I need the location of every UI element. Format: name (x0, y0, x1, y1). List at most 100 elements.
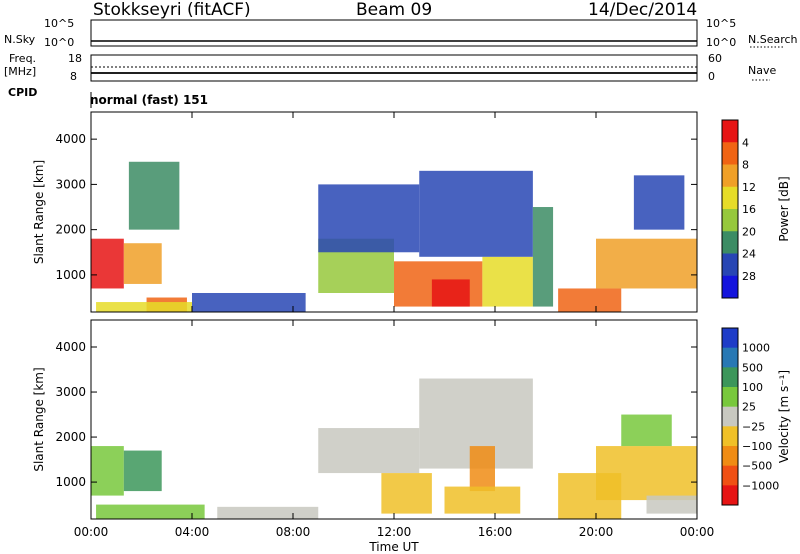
x-axis-label: Time UT (368, 540, 419, 554)
data-region-9 (431, 279, 470, 307)
colorbar-tick-label: 4 (742, 136, 749, 149)
colorbar-tick-label: 20 (742, 225, 756, 238)
colorbar-swatch (722, 465, 738, 486)
data-region-12 (646, 495, 697, 514)
x-tick-label: 20:00 (579, 525, 614, 539)
colorbar-tick-label: −25 (742, 420, 765, 433)
colorbar-tick-label: −100 (742, 440, 772, 453)
date-title: 14/Dec/2014 (588, 0, 698, 20)
nsky-label: N.Sky (4, 33, 36, 46)
y-tick-label: 4000 (55, 340, 86, 354)
x-tick-label: 04:00 (175, 525, 210, 539)
data-region-1 (123, 450, 162, 492)
data-region-0 (91, 238, 124, 289)
y-tick-label: 2000 (55, 223, 86, 237)
colorbar-swatch (722, 275, 738, 299)
data-region-14 (596, 238, 697, 289)
colorbar-swatch (722, 347, 738, 368)
colorbar-tick-label: 28 (742, 270, 756, 283)
power-panel: 1000 2000 3000 4000 Slant Range [km] 4 8 12 16 20… (32, 111, 791, 313)
colorbar-swatch (722, 209, 738, 232)
data-region-4 (318, 428, 420, 474)
data-region-5 (128, 161, 180, 230)
freq-strip-frame (90, 54, 698, 82)
data-region-10 (596, 446, 697, 501)
colorbar-frame (721, 327, 739, 506)
colorbar-swatch (722, 120, 738, 143)
colorbar-tick-label: 100 (742, 381, 763, 394)
colorbar-swatch (722, 328, 738, 349)
nsky-strip-frame (90, 19, 698, 47)
y-tick-label: 4000 (55, 132, 86, 146)
colorbar-swatch (722, 142, 738, 165)
beam-title: Beam 09 (356, 0, 433, 20)
freq-unit: [MHz] (4, 65, 37, 78)
colorbar-tick-label: 25 (742, 401, 756, 414)
colorbar-tick-label: 1000 (742, 342, 770, 355)
colorbar-label: Power [dB] (777, 176, 791, 241)
x-tick-label: 00:00 (680, 525, 715, 539)
x-tick-label: 00:00 (74, 525, 109, 539)
data-region-0 (91, 446, 124, 496)
freq-label: Freq. (9, 52, 37, 65)
nave-tick-top: 60 (708, 52, 722, 65)
time-axis: 00:00 04:00 08:00 12:00 16:00 20:00 00:00 Time … (74, 525, 715, 554)
colorbar-swatch (722, 446, 738, 467)
x-tick-label: 08:00 (276, 525, 311, 539)
nave-tick-bottom: 0 (708, 70, 715, 83)
data-region-1 (123, 243, 162, 284)
status-strips (90, 19, 785, 108)
y-tick-label: 1000 (55, 475, 86, 489)
data-region-7 (318, 184, 420, 253)
data-region-5 (381, 473, 432, 514)
colorbar-tick-label: 16 (742, 203, 756, 216)
nsearch-tick-bottom: 10^0 (706, 36, 737, 49)
data-region-12 (532, 207, 554, 307)
y-tick-label: 3000 (55, 177, 86, 191)
data-region-3 (217, 506, 319, 519)
velocity-panel: 1000 2000 3000 4000 Slant Range [km] 1000 500 1… (32, 319, 791, 520)
colorbar-swatch (722, 186, 738, 210)
data-region-8 (444, 486, 521, 514)
colorbar-swatch (722, 253, 738, 277)
station-title: Stokkseyri (fitACF) (93, 0, 251, 20)
nsearch-tick-top: 10^5 (706, 17, 737, 30)
colorbar-swatch (722, 426, 738, 447)
colorbar-swatch (722, 387, 738, 408)
data-region-15 (633, 175, 685, 230)
data-region-4 (192, 292, 306, 312)
colorbar-tick-label: −500 (742, 460, 772, 473)
nave-label: Nave (748, 64, 777, 77)
colorbar-tick-label: 24 (742, 248, 756, 261)
data-region-2 (96, 504, 205, 519)
cpid-label: CPID (8, 86, 38, 99)
colorbar-swatch (722, 485, 738, 506)
nsky-tick-top: 10^5 (44, 17, 75, 30)
x-tick-label: 12:00 (377, 525, 412, 539)
data-region-7 (469, 446, 495, 492)
data-region-11 (621, 414, 672, 447)
colorbar-swatch (722, 406, 738, 427)
colorbar-frame (721, 119, 739, 299)
freq-tick-bottom: 8 (70, 70, 77, 83)
nsearch-label: N.Search (748, 33, 798, 46)
colorbar-swatch (722, 231, 738, 254)
colorbar-tick-label: 500 (742, 361, 763, 374)
y-axis-label: Slant Range [km] (32, 160, 46, 264)
nsky-tick-bottom: 10^0 (44, 36, 75, 49)
y-tick-label: 1000 (55, 268, 86, 282)
data-region-13 (558, 288, 622, 312)
data-region-3 (96, 302, 192, 312)
colorbar-tick-label: 8 (742, 159, 749, 172)
colorbar-tick-label: −1000 (742, 479, 779, 492)
y-tick-label: 2000 (55, 430, 86, 444)
cpid-value: normal (fast) 151 (90, 93, 208, 107)
colorbar-swatch (722, 367, 738, 388)
colorbar-label: Velocity [m s⁻¹] (777, 370, 791, 463)
colorbar-tick-label: 12 (742, 181, 756, 194)
freq-tick-top: 18 (68, 52, 82, 65)
data-region-10 (482, 256, 533, 307)
y-tick-label: 3000 (55, 385, 86, 399)
x-tick-label: 16:00 (478, 525, 513, 539)
